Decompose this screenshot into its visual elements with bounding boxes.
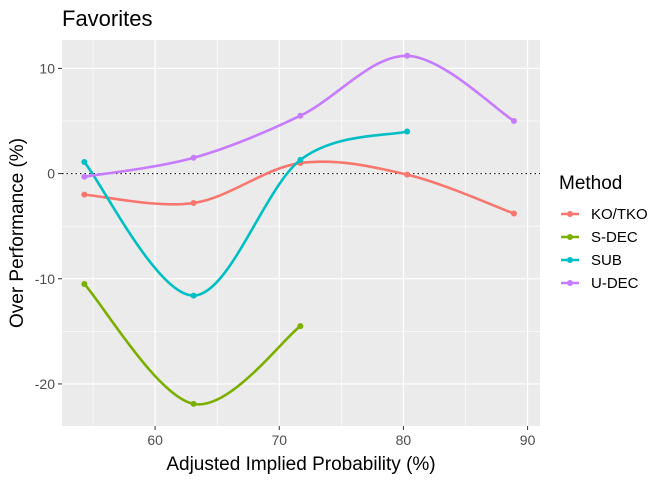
data-point-sub [190,292,197,299]
data-point-ko-tko [510,210,517,217]
legend-item-ko-tko: KO/TKO [561,206,648,223]
y-axis-title: Over Performance (%) [7,138,28,328]
data-point-s-dec [190,400,197,407]
chart-title: Favorites [62,6,152,31]
legend-key-point [567,257,573,263]
data-point-s-dec [81,281,88,288]
data-point-u-dec [404,52,411,59]
legend-item-s-dec: S-DEC [561,229,638,246]
x-tick-label: 70 [271,432,287,448]
data-point-ko-tko [404,171,411,178]
data-point-sub [297,156,304,163]
y-tick-label: -20 [35,376,55,392]
legend-item-u-dec: U-DEC [561,275,639,292]
legend-label: KO/TKO [591,206,648,223]
y-tick-label: 0 [47,166,55,182]
legend-key-point [567,234,573,240]
legend-item-sub: SUB [561,252,622,269]
data-point-s-dec [297,323,304,330]
x-tick-label: 90 [520,432,536,448]
data-point-u-dec [81,173,88,180]
legend-key-point [567,211,573,217]
data-point-u-dec [190,154,197,161]
legend: Method KO/TKO S-DEC SUB U-DEC [559,173,648,292]
x-tick-label: 80 [396,432,412,448]
x-axis-title: Adjusted Implied Probability (%) [166,454,435,475]
grid-minor [62,40,540,426]
data-point-u-dec [510,117,517,124]
y-axis: -20 -10 0 10 [35,60,62,392]
legend-label: SUB [591,252,622,269]
series-line-sub [83,130,409,297]
legend-label: S-DEC [591,229,638,246]
y-tick-label: 10 [39,60,55,76]
y-tick-label: -10 [35,271,55,287]
legend-title: Method [559,173,622,194]
data-point-sub [404,128,411,135]
x-axis: 60 70 80 90 [147,426,536,448]
plot-panel [62,40,540,426]
data-point-ko-tko [81,191,88,198]
x-tick-label: 60 [147,432,163,448]
data-point-sub [81,159,88,166]
data-point-ko-tko [190,200,197,207]
series-layer [81,52,517,407]
data-point-u-dec [297,112,304,119]
legend-key-point [567,280,573,286]
legend-label: U-DEC [591,275,639,292]
